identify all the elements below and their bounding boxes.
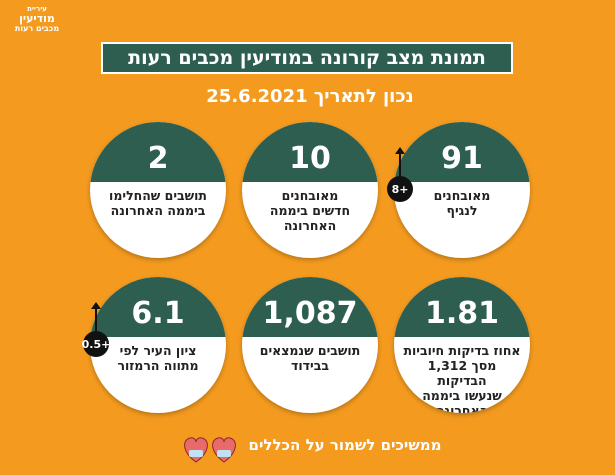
stat-label: אחוז בדיקות חיוביות מסך 1,312 הבדיקות שנעש… — [402, 343, 522, 413]
stat-value: 1,087 — [242, 277, 378, 337]
logo: עיריית מודיעין מכבים רעות — [6, 4, 68, 34]
stat-label: ציון העיר לפי מתווה הרמזור — [98, 343, 218, 373]
stat-value: 10 — [242, 122, 378, 182]
label-line: תושבים שנמצאים — [259, 343, 361, 358]
logo-line: מכבים רעות — [14, 24, 60, 33]
stat-label: מאובחנים חדשים ביממה האחרונה — [250, 188, 370, 233]
stat-value: 6.1 — [90, 277, 226, 337]
hearts-icon — [184, 437, 236, 463]
label-line: לנגיף — [446, 203, 478, 218]
stat-card: 2 תושבים שהחלימו ביממה האחרונה — [90, 122, 226, 258]
label-line: מסך 1,312 הבדיקות — [427, 358, 497, 388]
stat-value: 1.81 — [394, 277, 530, 337]
logo-line: עיריית — [27, 5, 47, 13]
label-line: מתווה הרמזור — [117, 358, 199, 373]
label-line: תושבים שהחלימו — [109, 188, 207, 203]
stat-card: 91 מאובחנים לנגיף — [394, 122, 530, 258]
stat-card: 6.1 ציון העיר לפי מתווה הרמזור — [90, 277, 226, 413]
stat-value: 91 — [394, 122, 530, 182]
label-line: מאובחנים — [281, 188, 339, 203]
arrow-up — [91, 302, 101, 331]
label-line: האחרונה — [283, 218, 337, 233]
arrow-up — [395, 147, 405, 176]
stat-card: 10 מאובחנים חדשים ביממה האחרונה — [242, 122, 378, 258]
title: תמונת מצב קורונה במודיעין מכבים רעות — [101, 42, 513, 74]
stat-card: 1.81 אחוז בדיקות חיוביות מסך 1,312 הבדיקות… — [394, 277, 530, 413]
label-line: ציון העיר לפי — [119, 343, 197, 358]
label-line: מאובחנים — [433, 188, 491, 203]
label-line: אחוז בדיקות חיוביות — [403, 343, 521, 358]
stat-value: 2 — [90, 122, 226, 182]
label-line: בבידוד — [291, 358, 329, 373]
stat-card: 1,087 תושבים שנמצאים בבידוד — [242, 277, 378, 413]
label-line: שנעשו ביממה — [422, 388, 502, 403]
footer: ממשיכים לשמור על הכללים — [248, 436, 442, 454]
label-line: האחרונה — [435, 403, 489, 413]
stat-label: מאובחנים לנגיף — [402, 188, 522, 218]
change-badge: +8 — [387, 176, 413, 202]
date: נכון לתאריך 25.6.2021 — [206, 86, 414, 107]
label-line: חדשים ביממה — [269, 203, 351, 218]
stat-label: תושבים שנמצאים בבידוד — [250, 343, 370, 373]
change-badge: +0.5 — [82, 331, 110, 357]
label-line: ביממה האחרונה — [110, 203, 206, 218]
stat-label: תושבים שהחלימו ביממה האחרונה — [98, 188, 218, 218]
logo-line: מודיעין — [19, 12, 55, 25]
